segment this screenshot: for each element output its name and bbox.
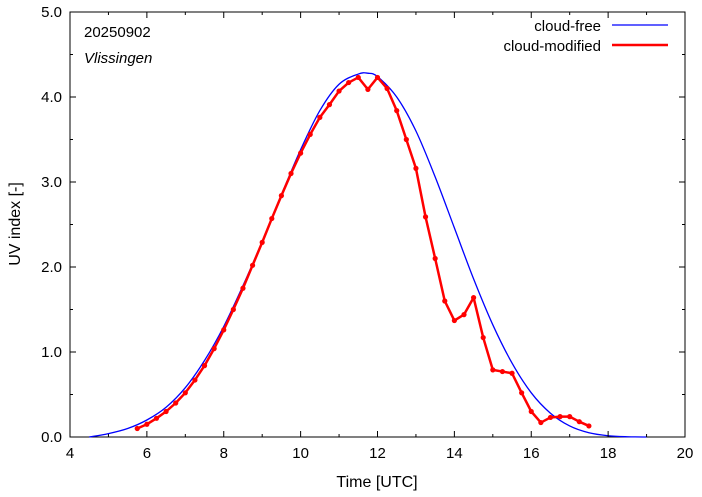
data-point-cloud-modified: [509, 370, 515, 376]
data-point-cloud-modified: [499, 368, 506, 375]
data-point-cloud-modified: [413, 165, 419, 171]
data-point-cloud-modified: [182, 390, 188, 396]
data-point-cloud-modified: [298, 150, 304, 156]
data-point-cloud-modified: [326, 102, 333, 108]
data-point-cloud-modified: [490, 367, 496, 373]
data-point-cloud-modified: [365, 86, 371, 92]
data-point-cloud-modified: [259, 239, 265, 245]
data-point-cloud-modified: [576, 419, 582, 425]
y-tick-label: 5.0: [41, 4, 62, 21]
data-point-cloud-modified: [461, 312, 467, 318]
x-tick-label: 14: [446, 445, 463, 462]
data-point-cloud-modified: [586, 423, 592, 429]
data-point-cloud-modified: [538, 419, 544, 426]
data-point-cloud-modified: [355, 74, 361, 81]
x-tick-label: 8: [220, 445, 228, 462]
data-point-cloud-modified: [288, 170, 294, 177]
data-point-cloud-modified: [394, 108, 400, 114]
data-point-cloud-modified: [432, 255, 438, 262]
x-tick-label: 12: [369, 445, 386, 462]
data-point-cloud-modified: [336, 88, 342, 94]
y-tick-label: 2.0: [41, 259, 62, 276]
data-point-cloud-modified: [201, 363, 208, 369]
data-point-cloud-modified: [173, 400, 179, 406]
location-annotation: Vlissingen: [84, 50, 152, 67]
data-point-cloud-modified: [557, 414, 563, 420]
ticks-group: 4 6 8 10 12 14 16 18 20 0.0 1.0 2.0 3.0 4.0 5.0: [41, 4, 693, 462]
data-point-cloud-modified: [451, 317, 457, 324]
y-tick-label: 3.0: [41, 174, 62, 191]
data-point-cloud-modified: [211, 346, 217, 352]
data-point-cloud-modified: [547, 414, 554, 421]
x-axis-label: Time [UTC]: [336, 474, 417, 491]
data-point-cloud-modified: [278, 193, 285, 199]
x-tick-label: 18: [600, 445, 617, 462]
data-point-cloud-modified: [134, 425, 140, 432]
data-point-cloud-modified: [240, 285, 246, 291]
legend-label-cloud-free: cloud-free: [534, 18, 601, 35]
series-group: [89, 72, 647, 438]
series-line-cloud-free: [89, 72, 647, 438]
legend: cloud-free cloud-modified: [503, 18, 668, 55]
y-tick-label: 1.0: [41, 344, 62, 361]
data-point-cloud-modified: [403, 136, 409, 143]
legend-label-cloud-modified: cloud-modified: [503, 38, 601, 55]
data-point-cloud-modified: [374, 74, 381, 81]
data-point-cloud-modified: [307, 131, 313, 137]
x-tick-label: 20: [677, 445, 694, 462]
y-tick-label: 0.0: [41, 429, 62, 446]
y-axis-label: UV index [-]: [7, 182, 24, 266]
x-tick-label: 16: [523, 445, 540, 462]
data-point-cloud-modified: [470, 295, 477, 301]
data-point-cloud-modified: [567, 414, 573, 420]
x-tick-label: 4: [66, 445, 74, 462]
data-point-cloud-modified: [221, 327, 227, 333]
x-tick-label: 6: [143, 445, 151, 462]
data-point-cloud-modified: [384, 85, 390, 92]
date-annotation: 20250902: [84, 24, 151, 41]
data-point-cloud-modified: [249, 262, 256, 268]
series-line-cloud-modified: [136, 76, 590, 430]
data-point-cloud-modified: [192, 377, 198, 383]
data-point-cloud-modified: [144, 421, 150, 427]
x-tick-label: 10: [292, 445, 309, 462]
data-point-cloud-modified: [442, 298, 448, 304]
data-point-cloud-modified: [528, 408, 534, 415]
data-point-cloud-modified: [269, 215, 275, 222]
data-point-cloud-modified: [422, 214, 429, 220]
data-point-cloud-modified: [346, 79, 352, 86]
data-point-cloud-modified: [317, 114, 323, 120]
data-point-cloud-modified: [153, 415, 160, 421]
data-point-cloud-modified: [519, 390, 525, 396]
data-point-cloud-modified: [163, 408, 169, 415]
data-point-cloud-modified: [480, 334, 486, 341]
data-point-cloud-modified: [230, 306, 236, 313]
y-tick-label: 4.0: [41, 89, 62, 106]
